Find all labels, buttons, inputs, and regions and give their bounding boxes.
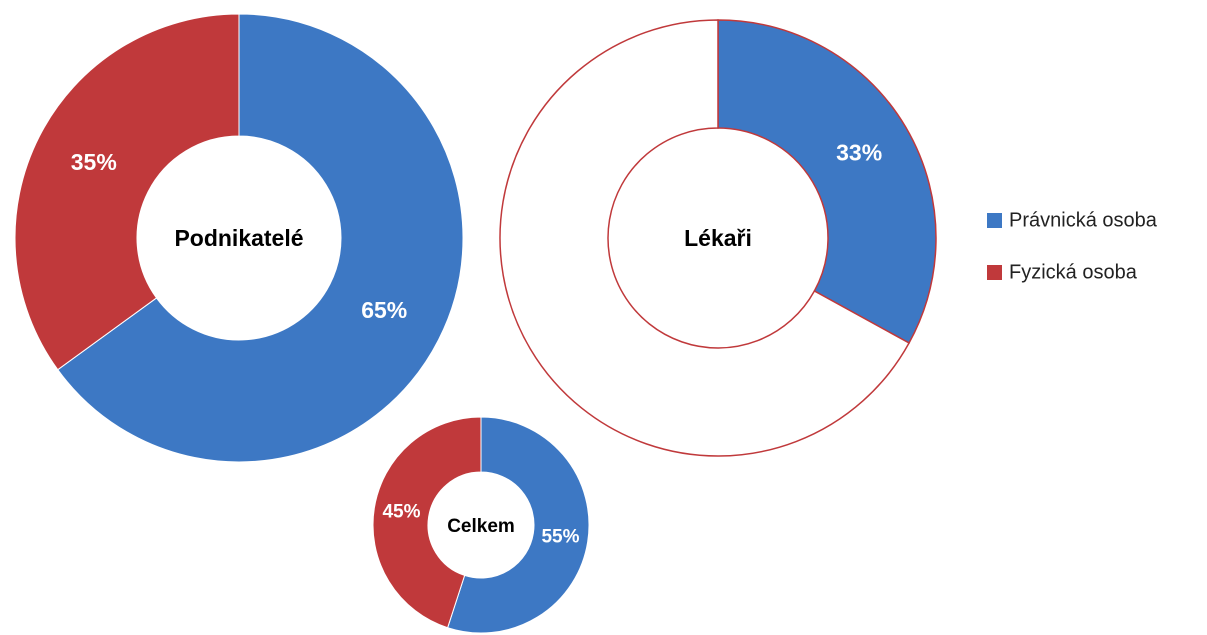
data-label: 33% [836,140,882,166]
donut-slice [57,13,464,463]
legend-swatch [987,213,1002,228]
legend-label: Právnická osoba [1009,209,1158,231]
donut-title: Lékaři [684,225,752,251]
donut-slice [446,416,590,634]
data-label: 45% [382,501,420,522]
donut-title: Podnikatelé [174,225,303,251]
donut-slice [717,19,937,345]
donut-slice [372,416,482,629]
donut-slice [499,19,911,457]
donut-slice [14,13,240,371]
donut-title: Celkem [447,516,515,537]
data-label: 35% [71,149,117,175]
legend-swatch [987,265,1002,280]
data-label: 65% [361,297,407,323]
data-label: 55% [541,527,579,548]
legend-label: Fyzická osoba [1009,261,1138,283]
